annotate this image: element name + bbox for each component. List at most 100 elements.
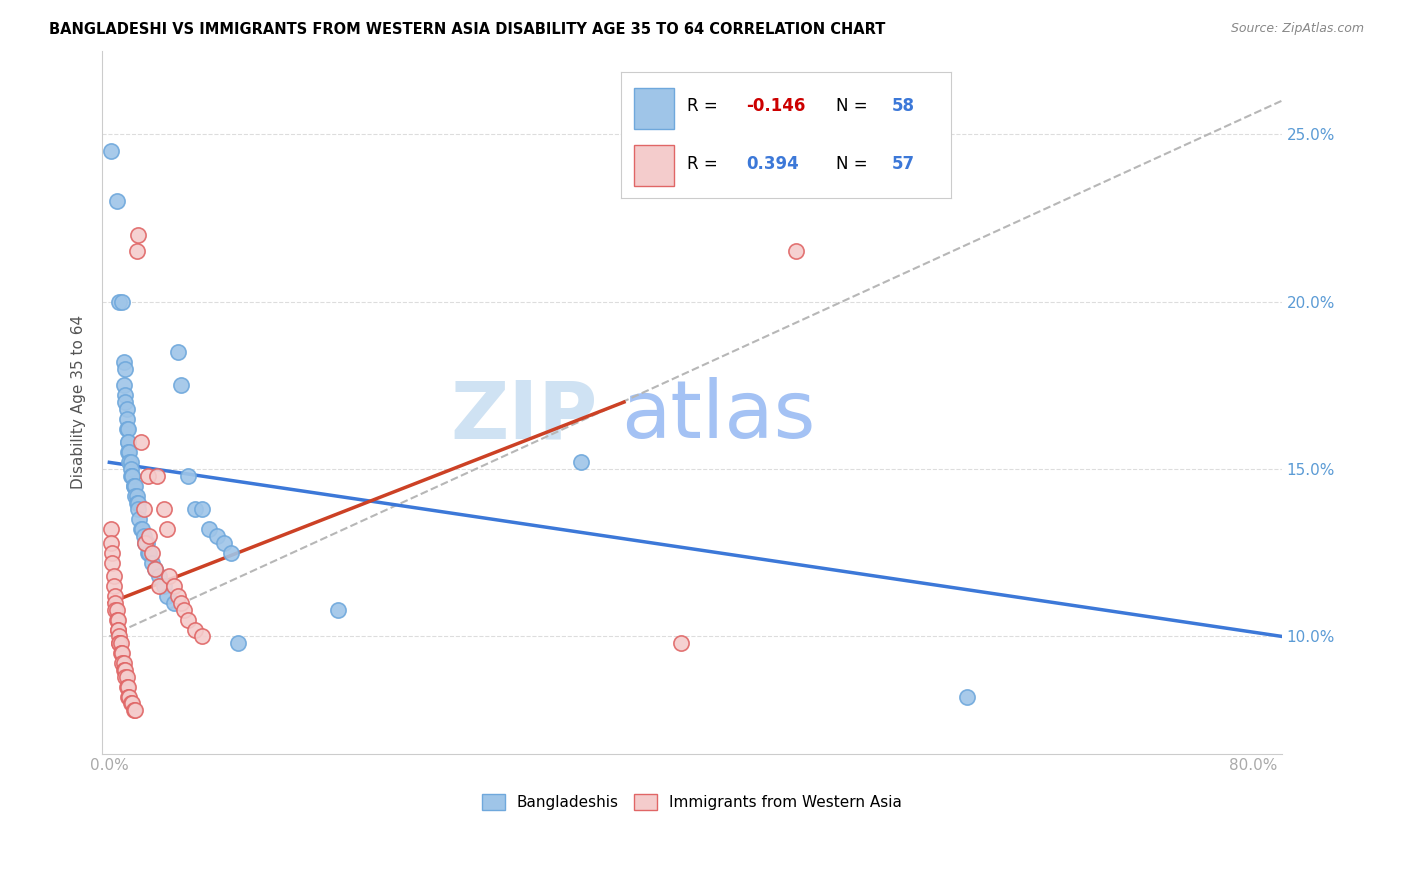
Point xyxy=(105,194,128,209)
Point xyxy=(108,636,131,650)
Point xyxy=(103,579,125,593)
Point xyxy=(177,613,200,627)
Point xyxy=(100,522,122,536)
Point xyxy=(136,546,159,560)
Point xyxy=(326,602,349,616)
Point xyxy=(127,495,149,509)
Point xyxy=(117,435,139,450)
Point xyxy=(114,361,136,376)
Point xyxy=(111,656,134,670)
Point xyxy=(110,646,132,660)
Point xyxy=(111,646,134,660)
Text: BANGLADESHI VS IMMIGRANTS FROM WESTERN ASIA DISABILITY AGE 35 TO 64 CORRELATION : BANGLADESHI VS IMMIGRANTS FROM WESTERN A… xyxy=(49,22,886,37)
Point xyxy=(104,589,127,603)
Point xyxy=(167,345,190,359)
Point xyxy=(108,636,131,650)
Point xyxy=(118,455,141,469)
Point xyxy=(191,502,214,516)
Point xyxy=(167,589,190,603)
Point xyxy=(105,613,128,627)
Point xyxy=(163,596,186,610)
Point xyxy=(117,422,139,436)
Point xyxy=(132,502,155,516)
Point xyxy=(129,435,152,450)
Point xyxy=(121,696,143,710)
Point xyxy=(184,502,207,516)
Point xyxy=(105,602,128,616)
Point xyxy=(143,562,166,576)
Point xyxy=(157,569,180,583)
Point xyxy=(198,522,221,536)
Point xyxy=(155,522,177,536)
Point xyxy=(115,669,138,683)
Point xyxy=(110,636,132,650)
Point xyxy=(163,579,186,593)
Point xyxy=(112,355,135,369)
Point xyxy=(107,613,129,627)
Text: ZIP: ZIP xyxy=(450,377,598,455)
Point xyxy=(103,569,125,583)
Point xyxy=(120,462,142,476)
Point xyxy=(125,495,148,509)
Point xyxy=(115,401,138,416)
Point xyxy=(170,378,193,392)
Point xyxy=(127,227,149,242)
Point xyxy=(134,535,156,549)
Point xyxy=(117,690,139,704)
Text: Source: ZipAtlas.com: Source: ZipAtlas.com xyxy=(1230,22,1364,36)
Point xyxy=(114,388,136,402)
Point xyxy=(121,468,143,483)
Point xyxy=(125,244,148,259)
Point xyxy=(128,512,150,526)
Point xyxy=(108,629,131,643)
Point xyxy=(111,294,134,309)
Point xyxy=(569,455,592,469)
Point xyxy=(212,535,235,549)
Point xyxy=(148,579,170,593)
Point xyxy=(104,602,127,616)
Point xyxy=(170,596,193,610)
Point xyxy=(138,529,160,543)
Point xyxy=(100,535,122,549)
Point xyxy=(112,656,135,670)
Point xyxy=(108,294,131,309)
Point xyxy=(100,144,122,158)
Point xyxy=(115,412,138,426)
Point xyxy=(226,636,249,650)
Point xyxy=(107,623,129,637)
Point xyxy=(219,546,242,560)
Point xyxy=(177,468,200,483)
Point xyxy=(125,489,148,503)
Point xyxy=(115,422,138,436)
Point xyxy=(120,696,142,710)
Point xyxy=(115,680,138,694)
Point xyxy=(122,479,145,493)
Point xyxy=(129,522,152,536)
Point xyxy=(205,529,228,543)
Point xyxy=(184,623,207,637)
Point xyxy=(124,479,146,493)
Point xyxy=(191,629,214,643)
Point xyxy=(785,244,807,259)
Point xyxy=(127,502,149,516)
Point xyxy=(117,435,139,450)
Point xyxy=(136,468,159,483)
Point xyxy=(134,535,156,549)
Point xyxy=(152,502,174,516)
Point xyxy=(141,546,163,560)
Point xyxy=(148,569,170,583)
Point xyxy=(132,529,155,543)
Point xyxy=(112,663,135,677)
Point xyxy=(114,669,136,683)
Point xyxy=(124,489,146,503)
Point xyxy=(956,690,979,704)
Point xyxy=(107,623,129,637)
Point xyxy=(155,589,177,603)
Point xyxy=(138,546,160,560)
Point xyxy=(121,468,143,483)
Point xyxy=(141,556,163,570)
Point xyxy=(114,663,136,677)
Point xyxy=(135,535,157,549)
Point xyxy=(122,703,145,717)
Point xyxy=(120,468,142,483)
